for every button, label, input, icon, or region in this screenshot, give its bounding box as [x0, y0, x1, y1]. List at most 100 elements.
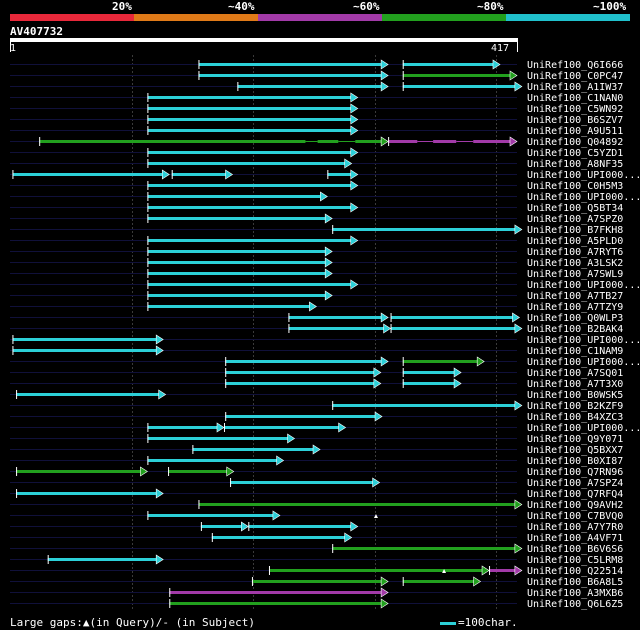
- hit-label: UniRef100_B4XZC3: [527, 412, 623, 423]
- hit-segment: [402, 360, 481, 363]
- hit-segment: [147, 107, 354, 110]
- segment-end-arrow: [453, 378, 462, 389]
- hit-segment: [402, 382, 458, 385]
- hit-segment: [251, 580, 385, 583]
- segment-end-arrow: [309, 301, 317, 312]
- segment-end-arrow: [155, 488, 164, 499]
- hit-label: UniRef100_Q04892: [527, 137, 623, 148]
- segment-end-arrow: [514, 224, 523, 235]
- segment-end-arrow: [324, 213, 333, 224]
- hit-segment: [288, 316, 385, 319]
- segment-end-arrow: [272, 510, 281, 521]
- hit-label: UniRef100_C1NAN0: [527, 93, 623, 104]
- legend-bar-80: [382, 14, 506, 21]
- hit-label: UniRef100_A4VF71: [527, 533, 623, 544]
- hit-label: UniRef100_B0XI87: [527, 456, 623, 467]
- hit-segment: [388, 140, 513, 143]
- segment-end-arrow: [512, 312, 520, 323]
- query-end-label: 417: [491, 43, 510, 54]
- hit-label: UniRef100_A7Y7R0: [527, 522, 623, 533]
- hit-segment: [332, 404, 518, 407]
- hit-segment: [147, 217, 329, 220]
- hit-label: UniRef100_C5WN92: [527, 104, 623, 115]
- hit-segment: [223, 426, 342, 429]
- hit-label: UniRef100_A7SQ01: [527, 368, 623, 379]
- hit-segment: [402, 371, 458, 374]
- segment-end-arrow: [350, 180, 359, 191]
- hit-segment: [248, 525, 354, 528]
- segment-end-arrow: [514, 81, 523, 92]
- legend-bar-100: [506, 14, 630, 21]
- hit-label: UniRef100_A8NF35: [527, 159, 623, 170]
- hit-segment: [147, 162, 348, 165]
- segment-end-arrow: [350, 521, 359, 532]
- segment-end-arrow: [324, 246, 333, 257]
- hit-segment: [16, 470, 144, 473]
- hit-segment: [12, 173, 166, 176]
- hit-segment: [402, 85, 518, 88]
- segment-end-arrow: [161, 169, 170, 180]
- segment-end-arrow: [380, 587, 389, 598]
- segment-end-arrow: [276, 455, 285, 466]
- segment-end-arrow: [350, 103, 359, 114]
- hit-label: UniRef100_Q5BT34: [527, 203, 623, 214]
- hit-segment: [198, 74, 385, 77]
- hit-segment: [169, 591, 385, 594]
- hit-label: UniRef100_B0WSK5: [527, 390, 623, 401]
- hit-segment: [16, 492, 160, 495]
- hit-label: UniRef100_C5LRM8: [527, 555, 623, 566]
- segment-end-arrow: [226, 466, 235, 477]
- hit-segment: [211, 536, 348, 539]
- segment-end-arrow: [350, 235, 359, 246]
- segment-end-arrow: [350, 125, 359, 136]
- legend-label-20: 20%: [112, 0, 132, 13]
- hit-label: UniRef100_A7SPZ0: [527, 214, 623, 225]
- segment-end-arrow: [509, 136, 518, 147]
- identity-color-legend: 20% ~40% ~60% ~80% ~100%: [0, 0, 640, 24]
- hit-segment: [230, 481, 376, 484]
- segment-end-arrow: [140, 466, 148, 477]
- hit-segment: [147, 283, 354, 286]
- segment-end-arrow: [155, 345, 164, 356]
- hit-segment: [147, 437, 291, 440]
- hit-segment: [171, 173, 229, 176]
- scale-label: =100char.: [458, 616, 518, 629]
- hit-segment: [147, 261, 329, 264]
- segment-end-arrow: [514, 499, 523, 510]
- query-gap-marker: [442, 569, 447, 573]
- segment-end-arrow: [287, 433, 296, 444]
- hit-segment: [147, 272, 329, 275]
- segment-end-arrow: [324, 268, 333, 279]
- hit-label: UniRef100_B6A8L5: [527, 577, 623, 588]
- segment-end-arrow: [312, 444, 321, 455]
- legend-bar-20: [10, 14, 134, 21]
- hit-segment: [147, 305, 313, 308]
- hit-label: UniRef100_Q6I666: [527, 60, 623, 71]
- hit-label: UniRef100_UPI000...: [527, 423, 640, 434]
- hit-label: UniRef100_A7SWL9: [527, 269, 623, 280]
- hit-segment: [16, 393, 162, 396]
- segment-end-arrow: [344, 158, 353, 169]
- hit-segment: [147, 118, 354, 121]
- hit-label: UniRef100_C7BVQ0: [527, 511, 623, 522]
- hit-label: UniRef100_Q6L6Z5: [527, 599, 623, 610]
- segment-end-arrow: [225, 169, 234, 180]
- hit-segment: [147, 514, 276, 517]
- segment-end-arrow: [514, 543, 523, 554]
- legend-bar-40: [134, 14, 258, 21]
- hit-label: UniRef100_B7FKH8: [527, 225, 623, 236]
- segment-end-arrow: [350, 114, 359, 125]
- segment-end-arrow: [324, 257, 333, 268]
- query-title: AV407732: [10, 25, 63, 38]
- hit-label: UniRef100_A3LSK2: [527, 258, 623, 269]
- hit-label: UniRef100_Q22514: [527, 566, 623, 577]
- segment-end-arrow: [350, 279, 359, 290]
- hit-label: UniRef100_C0PC47: [527, 71, 623, 82]
- hit-segment: [169, 602, 385, 605]
- hit-label: UniRef100_C5YZD1: [527, 148, 623, 159]
- hit-label: UniRef100_B6SZV7: [527, 115, 623, 126]
- hit-label: UniRef100_A7T3X0: [527, 379, 623, 390]
- segment-end-arrow: [380, 312, 389, 323]
- hit-label: UniRef100_A7RYT6: [527, 247, 623, 258]
